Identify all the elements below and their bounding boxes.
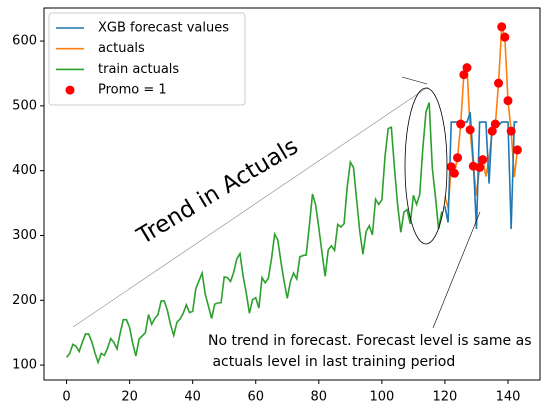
note-line: actuals level in last training period	[208, 354, 455, 370]
promo-point	[512, 145, 522, 155]
x-tick-label: 140	[496, 390, 521, 405]
axes-frame	[43, 7, 541, 381]
arrow-tip	[401, 76, 428, 85]
x-tick-label: 120	[433, 390, 458, 405]
y-tick-label: 400	[12, 163, 37, 178]
series-line	[65, 102, 443, 366]
promo-point	[506, 126, 516, 136]
x-tick-label: 40	[184, 390, 201, 405]
promo-point	[456, 119, 466, 129]
legend-label: XGB forecast values	[98, 21, 229, 36]
promo-point	[490, 119, 500, 129]
promo-point	[487, 126, 497, 136]
promo-point	[462, 63, 472, 73]
promo-point	[478, 155, 488, 165]
y-tick-label: 300	[12, 228, 37, 243]
legend-label: Promo = 1	[98, 83, 167, 98]
legend-entries: XGB forecast values actuals train actuals P…	[56, 21, 229, 98]
promo-point	[475, 162, 485, 172]
promo-point	[497, 22, 507, 32]
legend-marker	[65, 85, 75, 95]
x-tick-label: 80	[311, 390, 328, 405]
promo-point	[449, 168, 459, 178]
y-tick-label: 600	[12, 34, 37, 49]
trend-arrow	[72, 86, 429, 328]
y-tick-label: 500	[12, 98, 37, 113]
callout-line	[432, 211, 481, 329]
x-tick-label: 20	[121, 390, 138, 405]
plot-area	[65, 22, 522, 366]
y-tick-label: 100	[12, 358, 37, 373]
highlight-ellipse	[404, 87, 448, 245]
promo-point	[503, 96, 513, 106]
legend	[48, 12, 246, 106]
legend-label: train actuals	[98, 62, 179, 77]
y-tick-label: 200	[12, 293, 37, 308]
promo-point	[465, 125, 475, 135]
x-tick-label: 100	[369, 390, 394, 405]
note-line: No trend in forecast. Forecast level is …	[208, 333, 532, 349]
x-tick-label: 60	[247, 390, 264, 405]
legend-label: actuals	[98, 41, 145, 56]
promo-point	[500, 32, 510, 42]
promo-point	[453, 153, 463, 163]
promo-point	[494, 78, 504, 88]
promo-point	[459, 70, 469, 80]
x-tick-label: 0	[62, 390, 70, 405]
